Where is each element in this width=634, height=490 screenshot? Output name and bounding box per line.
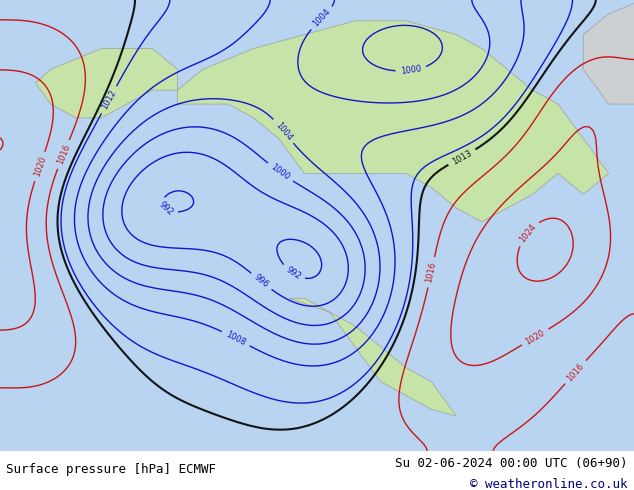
Polygon shape <box>583 0 634 104</box>
Text: 996: 996 <box>252 273 270 290</box>
Text: Surface pressure [hPa] ECMWF: Surface pressure [hPa] ECMWF <box>6 463 216 476</box>
Text: 1012: 1012 <box>100 89 118 111</box>
Text: 1016: 1016 <box>425 261 438 284</box>
Text: 1024: 1024 <box>517 222 538 244</box>
Text: 1004: 1004 <box>273 120 294 142</box>
Text: 992: 992 <box>157 200 174 218</box>
Polygon shape <box>36 21 609 222</box>
Polygon shape <box>289 298 456 416</box>
Text: 992: 992 <box>284 265 302 281</box>
Text: 1020: 1020 <box>524 328 547 346</box>
Text: 1016: 1016 <box>565 361 586 383</box>
Text: 1013: 1013 <box>451 148 474 166</box>
Text: 1000: 1000 <box>400 65 422 76</box>
Text: Su 02-06-2024 00:00 UTC (06+90): Su 02-06-2024 00:00 UTC (06+90) <box>395 457 628 470</box>
Text: 1000: 1000 <box>269 163 292 182</box>
Text: © weatheronline.co.uk: © weatheronline.co.uk <box>470 478 628 490</box>
Text: 1016: 1016 <box>55 143 72 166</box>
Text: 1008: 1008 <box>224 330 247 347</box>
Text: 1020: 1020 <box>32 155 48 178</box>
Text: 1004: 1004 <box>311 7 332 29</box>
